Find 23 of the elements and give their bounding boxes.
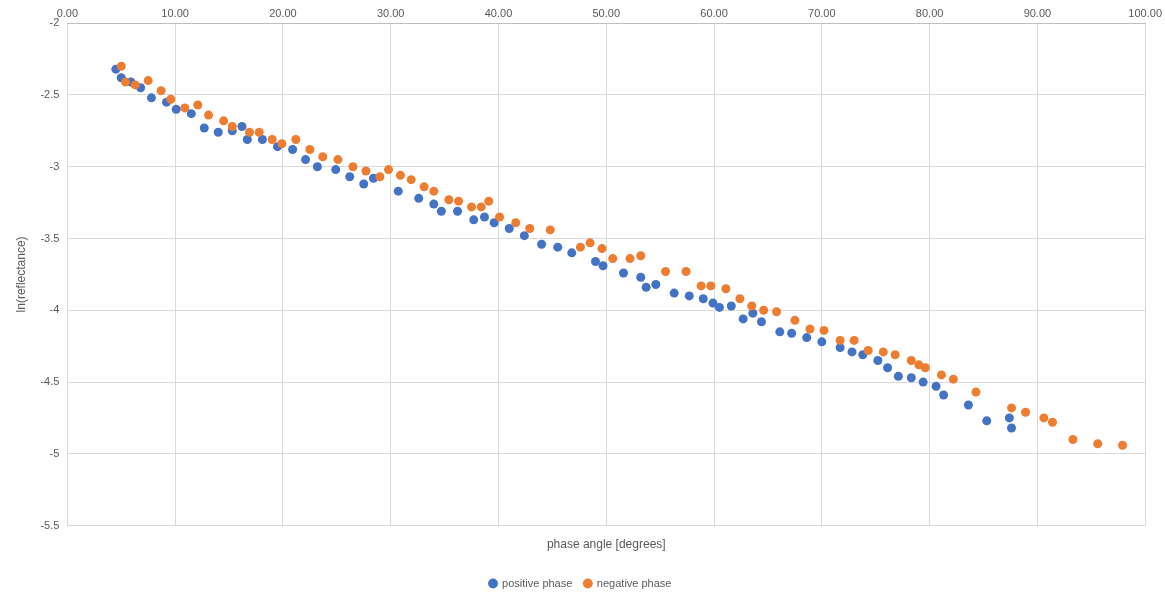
y-tick-label: -3 (49, 159, 60, 172)
legend-label: positive phase (502, 576, 573, 589)
x-tick-label: 80.00 (915, 6, 944, 19)
x-axis-title: phase angle [degrees] (546, 537, 666, 552)
y-tick-label: -5.5 (40, 518, 60, 531)
x-tick-label: 0.00 (56, 6, 79, 19)
y-tick-label: -2 (49, 16, 60, 29)
y-tick-label: -2.5 (40, 88, 60, 100)
x-tick-label: 30.00 (376, 6, 405, 19)
x-tick-label: 40.00 (484, 6, 513, 19)
x-tick-label: 70.00 (808, 6, 836, 19)
x-tick-label: 50.00 (592, 6, 621, 19)
y-tick-label: -4 (49, 303, 60, 316)
y-tick-label: -4.5 (40, 375, 60, 388)
legend-label: negative phase (596, 576, 672, 589)
x-tick-label: 90.00 (1023, 6, 1052, 19)
x-tick-label: 20.00 (269, 6, 297, 19)
y-tick-label: -5 (49, 446, 60, 459)
y-axis-title: ln(reflectance) (13, 236, 28, 313)
y-tick-label: -3.5 (40, 231, 60, 244)
x-tick-label: 10.00 (161, 6, 189, 19)
x-tick-label: 100.00 (1128, 6, 1163, 19)
x-tick-label: 60.00 (700, 6, 728, 19)
